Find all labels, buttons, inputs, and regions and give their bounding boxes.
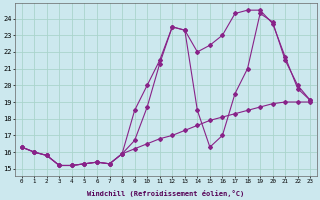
X-axis label: Windchill (Refroidissement éolien,°C): Windchill (Refroidissement éolien,°C) — [87, 190, 244, 197]
